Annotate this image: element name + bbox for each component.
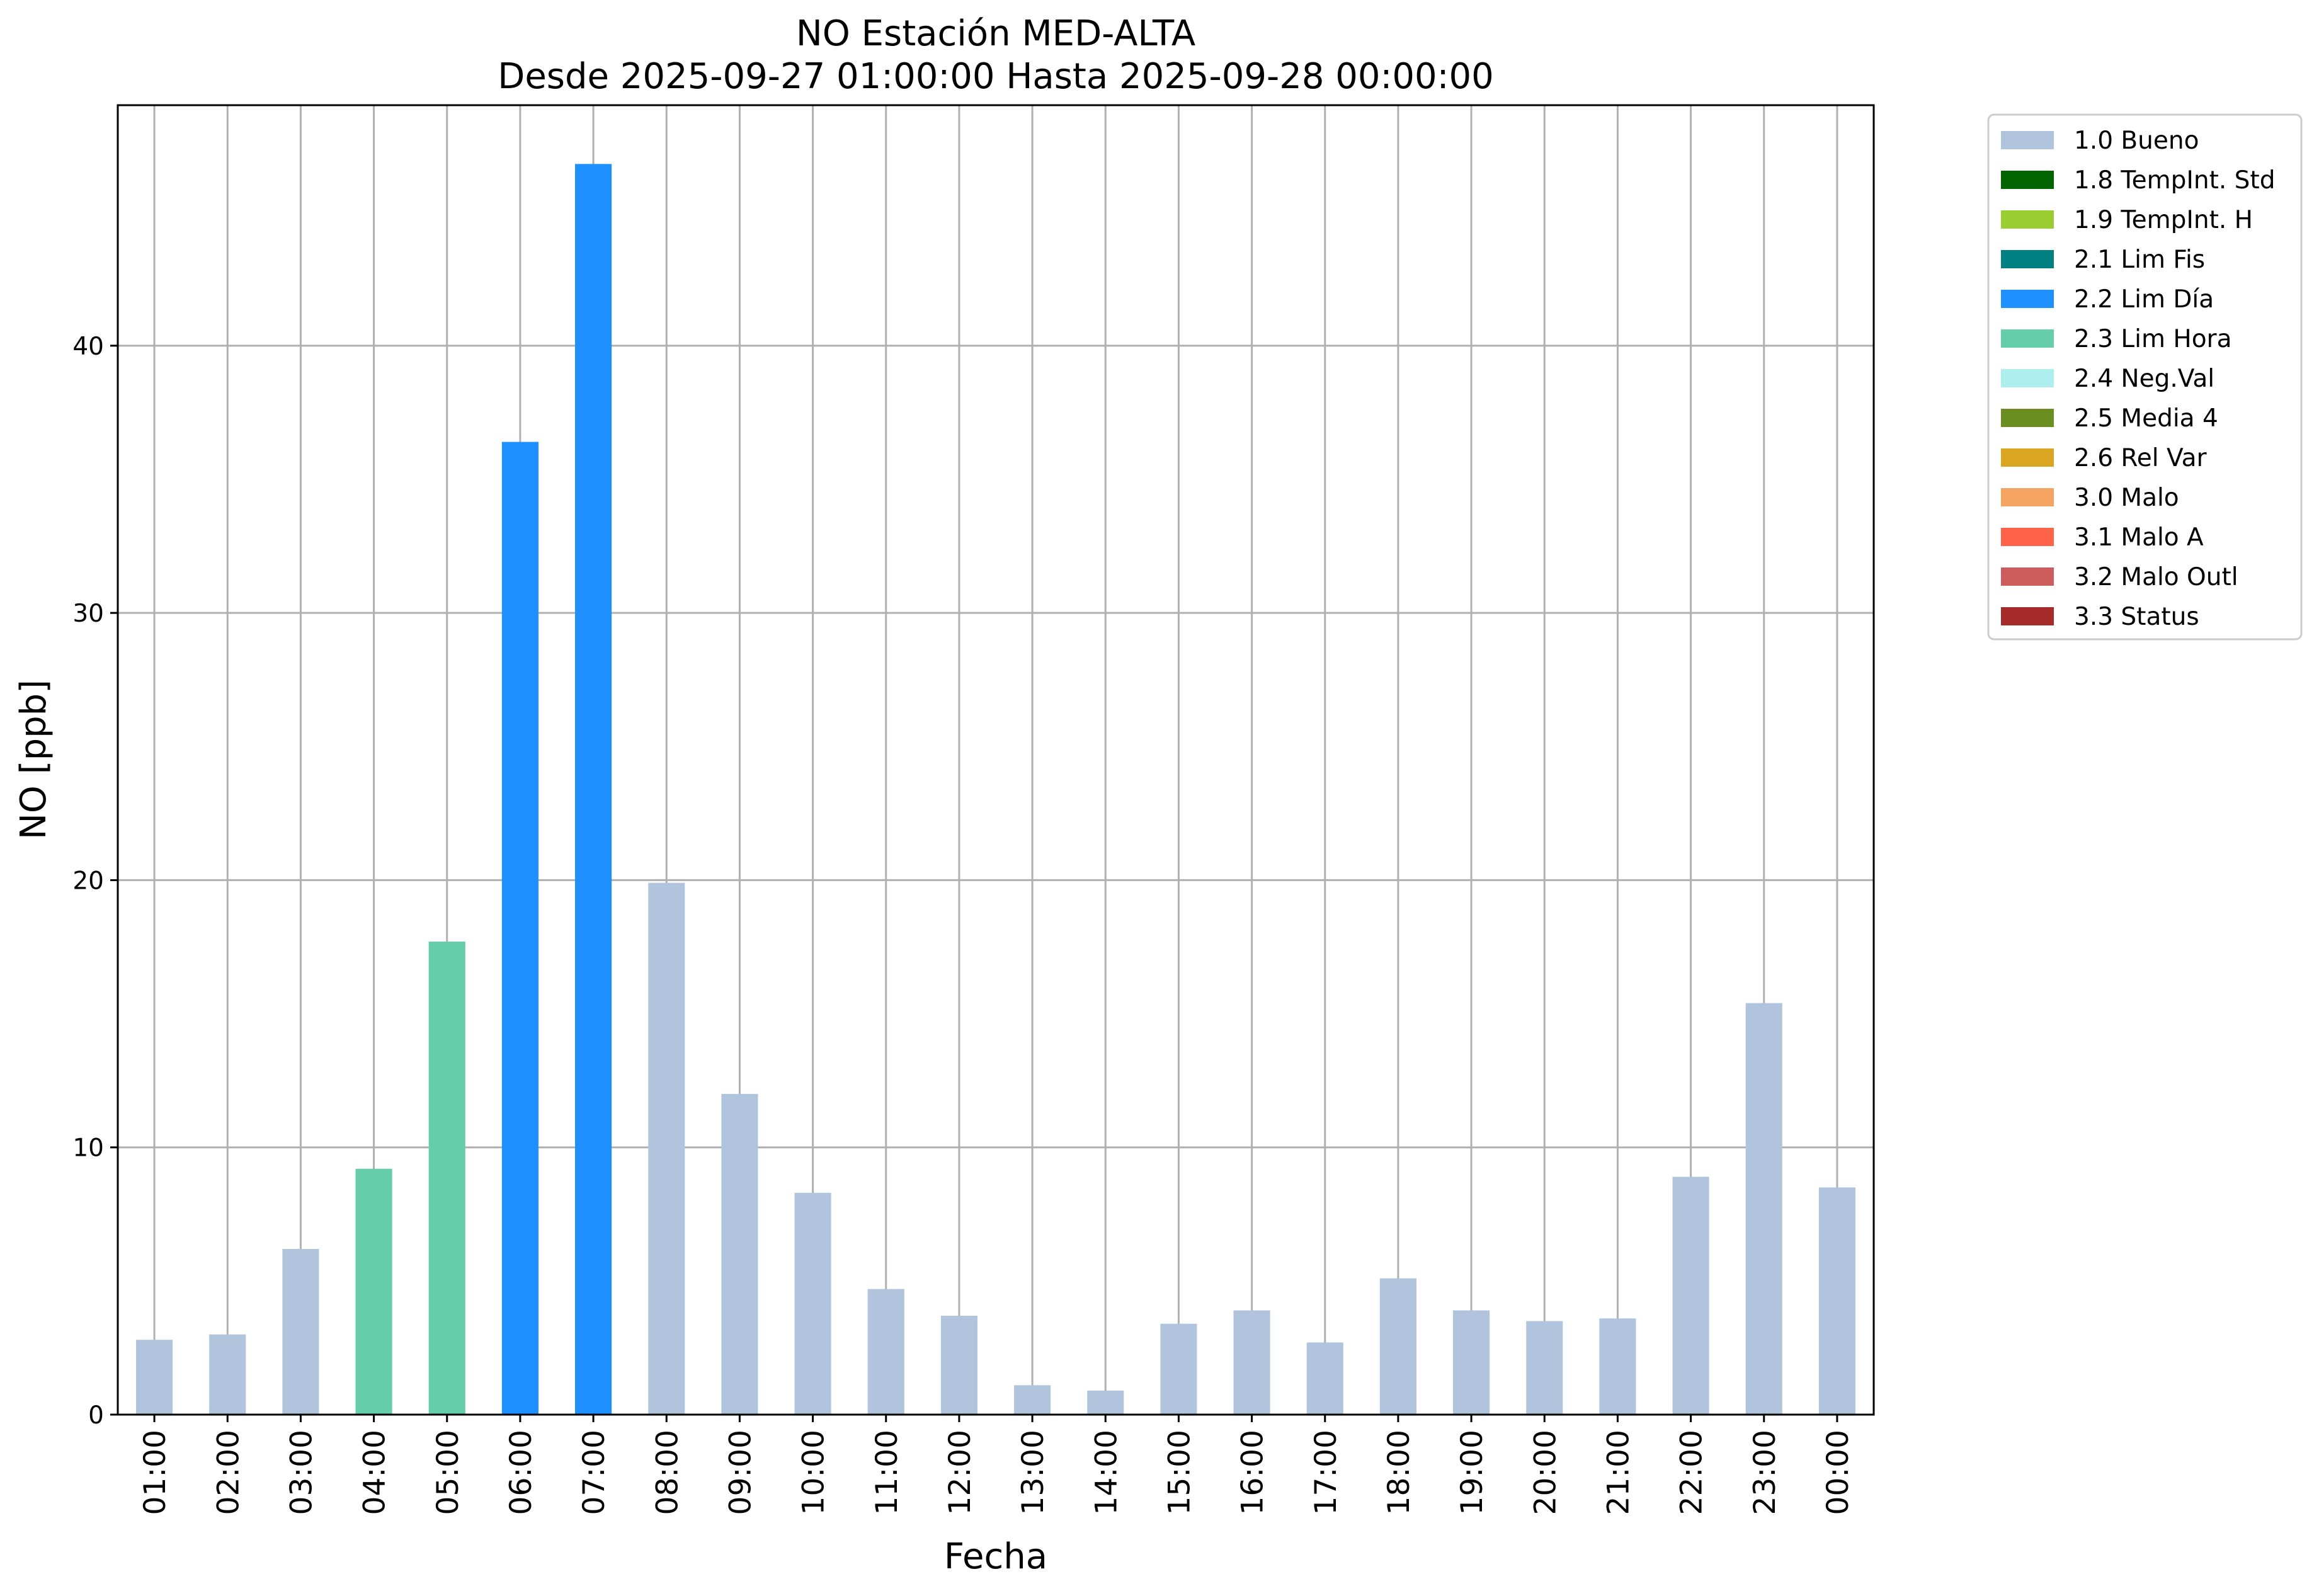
x-tick-label: 01:00: [138, 1430, 173, 1515]
legend-swatch: [2001, 290, 2054, 308]
x-tick-label: 21:00: [1601, 1430, 1636, 1515]
legend-swatch: [2001, 567, 2054, 586]
legend: 1.0 Bueno 1.8 TempInt. Std 1.9 TempInt. H 2…: [1987, 113, 2303, 641]
chart-title-line-1: NO Estación MED-ALTA: [796, 13, 1195, 54]
y-tick-label: 30: [72, 600, 104, 628]
legend-label: 2.5 Media 4: [2074, 404, 2218, 433]
bars: [136, 164, 1855, 1415]
x-tick-label: 14:00: [1089, 1430, 1124, 1515]
x-axis-ticks: 01:00 02:00 03:00 04:00 05:00 06:00 07:00 08:00…: [138, 1415, 1855, 1515]
bar: [721, 1093, 758, 1415]
bar: [1745, 1003, 1782, 1415]
x-tick-label: 03:00: [284, 1430, 319, 1515]
legend-label: 2.2 Lim Día: [2074, 285, 2214, 314]
bar: [940, 1316, 977, 1415]
bar: [648, 882, 685, 1415]
bar: [867, 1289, 904, 1415]
bar: [355, 1168, 392, 1415]
bar: [136, 1340, 173, 1415]
x-tick-label: 07:00: [577, 1430, 612, 1515]
x-tick-label: 18:00: [1382, 1430, 1416, 1515]
x-tick-label: 23:00: [1748, 1430, 1782, 1515]
x-tick-label: 15:00: [1162, 1430, 1197, 1515]
bar: [1672, 1177, 1709, 1415]
x-axis-label: Fecha: [944, 1536, 1047, 1577]
bar: [1453, 1310, 1490, 1415]
legend-label: 2.4 Neg.Val: [2074, 365, 2214, 393]
x-tick-label: 00:00: [1821, 1430, 1855, 1515]
bar: [428, 942, 465, 1415]
bar: [1087, 1390, 1124, 1415]
y-tick-label: 20: [72, 867, 104, 895]
bar: [1599, 1318, 1636, 1415]
legend-label: 2.3 Lim Hora: [2074, 325, 2232, 353]
legend-swatch: [2001, 329, 2054, 348]
x-tick-label: 10:00: [797, 1430, 831, 1515]
legend-label: 3.3 Status: [2074, 603, 2199, 631]
y-tick-label: 0: [88, 1401, 104, 1430]
legend-label: 1.9 TempInt. H: [2074, 206, 2253, 234]
x-tick-label: 19:00: [1455, 1430, 1490, 1515]
x-tick-label: 04:00: [358, 1430, 392, 1515]
y-tick-label: 10: [72, 1134, 104, 1163]
bar: [1526, 1321, 1563, 1415]
chart-title-line-2: Desde 2025-09-27 01:00:00 Hasta 2025-09-…: [498, 56, 1494, 97]
bar: [575, 164, 612, 1415]
bar: [209, 1334, 246, 1415]
legend-label: 3.2 Malo Outl: [2074, 563, 2238, 591]
x-tick-label: 09:00: [723, 1430, 758, 1515]
legend-label: 3.1 Malo A: [2074, 523, 2204, 552]
x-tick-label: 05:00: [431, 1430, 465, 1515]
legend-label: 3.0 Malo: [2074, 484, 2179, 512]
x-tick-label: 11:00: [870, 1430, 904, 1515]
x-tick-label: 02:00: [211, 1430, 246, 1515]
legend-swatch: [2001, 488, 2054, 506]
legend-swatch: [2001, 409, 2054, 427]
x-tick-label: 22:00: [1675, 1430, 1709, 1515]
y-tick-label: 40: [72, 333, 104, 361]
legend-label: 1.8 TempInt. Std: [2074, 166, 2275, 195]
legend-swatch: [2001, 369, 2054, 387]
legend-swatch: [2001, 528, 2054, 546]
x-tick-label: 12:00: [943, 1430, 977, 1515]
legend-swatch: [2001, 250, 2054, 268]
legend-label: 2.1 Lim Fis: [2074, 246, 2205, 274]
bar: [1306, 1342, 1343, 1415]
legend-label: 2.6 Rel Var: [2074, 444, 2208, 472]
x-tick-label: 13:00: [1016, 1430, 1051, 1515]
legend-swatch: [2001, 131, 2054, 149]
bar: [1160, 1323, 1197, 1415]
legend-swatch: [2001, 210, 2054, 229]
legend-swatch: [2001, 607, 2054, 625]
bar: [1233, 1310, 1270, 1415]
bar: [1379, 1278, 1416, 1415]
x-tick-label: 20:00: [1528, 1430, 1563, 1515]
x-tick-label: 17:00: [1309, 1430, 1343, 1515]
x-tick-label: 06:00: [504, 1430, 538, 1515]
x-tick-label: 16:00: [1236, 1430, 1270, 1515]
legend-label: 1.0 Bueno: [2074, 127, 2199, 155]
legend-swatch: [2001, 171, 2054, 189]
plot-area: 0 10 20 30 40 01:00 02:00 03:00 04:00 05:00 06:00…: [72, 104, 1875, 1515]
legend-items: 1.0 Bueno 1.8 TempInt. Std 1.9 TempInt. H 2…: [2001, 127, 2275, 631]
bar: [1818, 1187, 1855, 1415]
y-axis-label: NO [ppb]: [13, 680, 54, 840]
plot-frame: [117, 104, 1875, 1416]
bar: [501, 442, 538, 1415]
x-tick-label: 08:00: [650, 1430, 685, 1515]
y-axis-ticks: 0 10 20 30 40: [72, 333, 118, 1430]
legend-box: [1987, 113, 2303, 641]
bar: [282, 1248, 319, 1415]
bar: [1014, 1385, 1051, 1415]
legend-swatch: [2001, 448, 2054, 467]
bar: [794, 1192, 831, 1415]
